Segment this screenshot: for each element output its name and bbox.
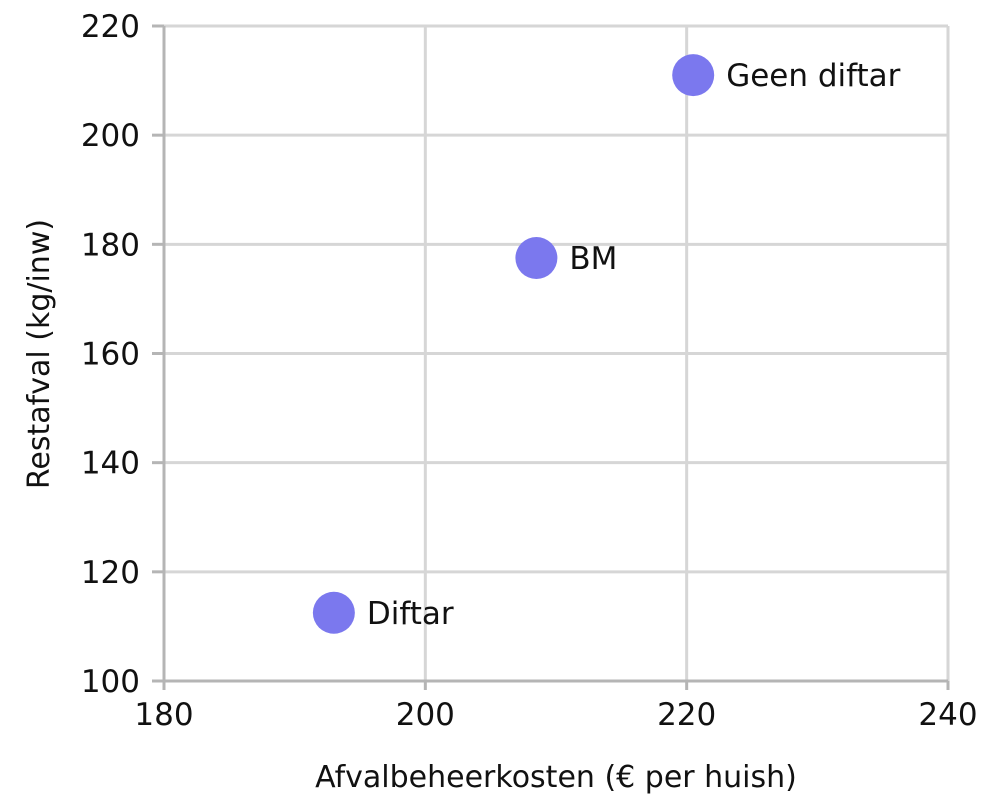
y-tick-label: 160	[81, 337, 140, 373]
x-tick-label: 180	[134, 697, 193, 733]
x-tick-label: 200	[396, 697, 455, 733]
y-tick-label: 100	[81, 664, 140, 700]
y-axis-title: Restafval (kg/inw)	[22, 219, 57, 489]
data-point-label: BM	[569, 241, 617, 277]
data-point-label: Geen diftar	[726, 58, 900, 94]
x-axis-title: Afvalbeheerkosten (€ per huish)	[315, 760, 797, 795]
y-tick-label: 180	[81, 227, 140, 263]
grid-lines	[164, 24, 950, 681]
axes	[152, 24, 950, 690]
x-tick-label: 220	[657, 697, 716, 733]
x-tick-label: 240	[918, 697, 977, 733]
data-point-label: Diftar	[367, 596, 454, 632]
y-tick-label: 220	[81, 9, 140, 45]
y-tick-label: 200	[81, 118, 140, 154]
y-tick-label: 140	[81, 446, 140, 482]
data-point	[672, 54, 715, 97]
data-points: Geen diftar BM Diftar	[312, 54, 901, 634]
data-point	[312, 591, 355, 634]
data-point	[515, 236, 558, 279]
y-tick-label: 120	[81, 555, 140, 591]
tick-labels: 180 200 220 240 100 120 140 160 180 200 220	[81, 9, 978, 733]
